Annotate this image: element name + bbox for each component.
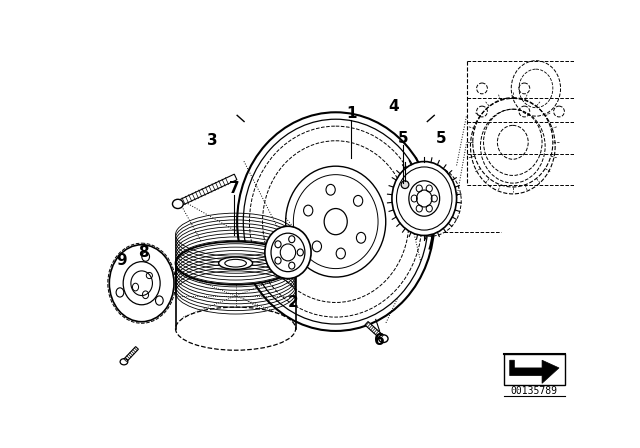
Ellipse shape [175, 307, 296, 350]
Text: 6: 6 [374, 333, 385, 348]
Ellipse shape [109, 245, 174, 322]
Bar [504, 354, 565, 385]
Ellipse shape [225, 259, 246, 267]
Ellipse shape [219, 257, 253, 269]
Text: 1: 1 [346, 106, 356, 121]
Text: 3: 3 [207, 133, 218, 147]
Polygon shape [122, 347, 138, 363]
Ellipse shape [120, 359, 128, 365]
Text: 4: 4 [388, 99, 399, 114]
Ellipse shape [379, 335, 388, 343]
Ellipse shape [131, 271, 152, 296]
Ellipse shape [175, 241, 296, 285]
Polygon shape [177, 174, 237, 207]
Ellipse shape [265, 226, 311, 279]
Text: 5: 5 [436, 131, 447, 146]
Text: 2: 2 [288, 295, 299, 310]
Polygon shape [509, 360, 559, 383]
Ellipse shape [401, 181, 409, 189]
Text: 00135789: 00135789 [511, 386, 558, 396]
Text: 9: 9 [116, 253, 127, 267]
Ellipse shape [409, 181, 440, 216]
Ellipse shape [392, 162, 456, 236]
Text: 7: 7 [228, 181, 239, 196]
Text: 8: 8 [138, 245, 148, 260]
Ellipse shape [172, 199, 183, 208]
Ellipse shape [123, 262, 160, 305]
Text: 5: 5 [398, 131, 409, 146]
Polygon shape [365, 322, 385, 340]
